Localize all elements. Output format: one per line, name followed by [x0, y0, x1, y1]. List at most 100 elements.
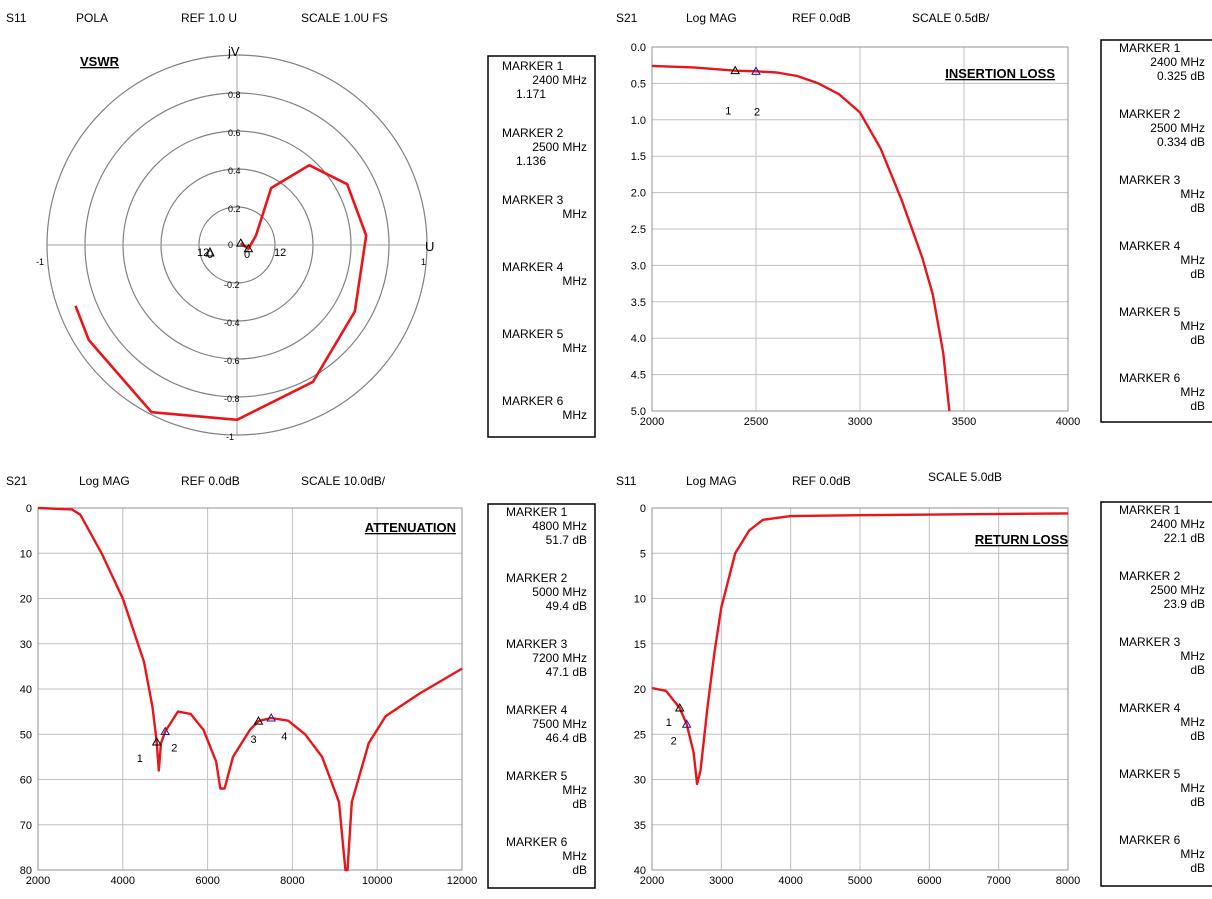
polar-header-ref: REF 1.0 U: [181, 11, 237, 25]
rl-marker-5-value: dB: [1190, 795, 1205, 809]
rl-y-tick-3: 15: [634, 639, 646, 651]
il-marker-1-freq: 2400 MHz: [1150, 55, 1205, 69]
insertion-header: S21 Log MAG REF 0.0dB SCALE 0.5dB/: [616, 11, 990, 25]
att-y-tick-8: 80: [20, 865, 32, 877]
return-header-param: S11: [616, 474, 637, 488]
polar-label-zero-b: 0: [207, 249, 213, 261]
attenuation-chart: 2000 4000 6000 8000 10000 12000 0 10 20 30 40 50 60 7…: [20, 503, 478, 887]
polar-pos-one: 1: [421, 257, 426, 267]
il-x-tick-4: 4000: [1056, 416, 1080, 428]
polar-imag-label: jV: [227, 44, 240, 59]
polar-marker-1-value: 1.171: [516, 87, 546, 101]
il-y-tick-2: 1.0: [631, 115, 646, 127]
att-marker-1-name: MARKER 1: [506, 505, 568, 519]
il-trace: [651, 64, 951, 412]
polar-marker-3-freq: MHz: [562, 207, 587, 221]
il-marker-2: [751, 66, 761, 75]
att-marker-4-value: 46.4 dB: [546, 731, 587, 745]
return-loss-chart: 2000 3000 4000 5000 6000 7000 8000 0 5 10 15 20 25 30…: [634, 503, 1080, 887]
att-marker-6-freq: MHz: [562, 849, 587, 863]
rl-marker-label-2: 2: [671, 735, 677, 747]
ring-label-neg-1: -1: [226, 432, 234, 442]
rl-marker-2-freq: 2500 MHz: [1150, 583, 1205, 597]
insertion-header-format: Log MAG: [686, 11, 737, 25]
att-marker-2: [160, 726, 171, 736]
return-header-format: Log MAG: [686, 474, 737, 488]
rl-marker-box-frame: [1100, 501, 1212, 887]
rl-marker-1-value: 22.1 dB: [1164, 531, 1205, 545]
attenuation-header: S21 Log MAG REF 0.0dB SCALE 10.0dB/: [6, 474, 386, 488]
att-marker-label-3: 3: [250, 734, 256, 746]
polar-marker-box-frame: [487, 55, 596, 438]
rl-marker-1-freq: 2400 MHz: [1150, 517, 1205, 531]
polar-marker-5-name: MARKER 5: [502, 327, 564, 341]
att-y-tick-0: 0: [26, 503, 32, 515]
polar-label-right-12: 12: [274, 247, 286, 259]
il-y-tick-10: 5.0: [631, 406, 646, 418]
rl-x-tick-0: 2000: [640, 875, 664, 887]
polar-marker-1-freq: 2400 MHz: [532, 73, 587, 87]
rl-y-tick-7: 35: [634, 820, 646, 832]
rl-marker-6-value: dB: [1190, 861, 1205, 875]
il-marker-6-value: dB: [1190, 399, 1205, 413]
polar-marker-4-freq: MHz: [562, 274, 587, 288]
att-marker-5-freq: MHz: [562, 783, 587, 797]
ring-label-neg-0.6: -0.6: [224, 356, 240, 366]
att-x-tick-1: 4000: [111, 875, 135, 887]
att-x-tick-4: 10000: [362, 875, 393, 887]
rl-marker-5-freq: MHz: [1180, 781, 1205, 795]
att-marker-2-freq: 5000 MHz: [532, 585, 587, 599]
rl-y-tick-8: 40: [634, 865, 646, 877]
att-title: ATTENUATION: [365, 520, 456, 535]
rl-marker-3-name: MARKER 3: [1119, 635, 1181, 649]
att-marker-4: [266, 712, 277, 722]
att-y-tick-3: 30: [20, 639, 32, 651]
rl-marker-1-name: MARKER 1: [1119, 503, 1181, 517]
rl-title: RETURN LOSS: [975, 532, 1069, 547]
il-marker-1-value: 0.325 dB: [1157, 69, 1205, 83]
insertion-header-scale: SCALE 0.5dB/: [912, 11, 990, 25]
attenuation-header-param: S21: [6, 474, 28, 488]
il-x-tick-0: 2000: [640, 416, 664, 428]
ring-label-0.6: 0.6: [228, 128, 241, 138]
att-plot-frame: [37, 507, 463, 871]
rl-x-tick-4: 6000: [917, 875, 941, 887]
rl-marker-5-name: MARKER 5: [1119, 767, 1181, 781]
il-marker-2-name: MARKER 2: [1119, 107, 1181, 121]
ring-label-neg-0.2: -0.2: [224, 280, 240, 290]
polar-marker-4-name: MARKER 4: [502, 260, 564, 274]
att-marker-2-value: 49.4 dB: [546, 599, 587, 613]
rl-marker-label-1: 1: [666, 717, 672, 729]
return-header: S11 Log MAG REF 0.0dB SCALE 5.0dB: [616, 470, 1002, 488]
il-marker-3-name: MARKER 3: [1119, 173, 1181, 187]
il-y-tick-0: 0.0: [631, 42, 646, 54]
att-x-tick-2: 6000: [195, 875, 219, 887]
rl-marker-6-name: MARKER 6: [1119, 833, 1181, 847]
att-marker-label-1: 1: [137, 753, 143, 765]
rl-trace: [651, 512, 1069, 786]
polar-neg-one: -1: [36, 257, 44, 267]
att-marker-label-4: 4: [281, 731, 287, 743]
rl-y-tick-0: 0: [640, 503, 646, 515]
il-y-tick-4: 2.0: [631, 188, 646, 200]
insertion-header-ref: REF 0.0dB: [792, 11, 851, 25]
att-trace: [37, 506, 463, 872]
attenuation-header-ref: REF 0.0dB: [181, 474, 240, 488]
polar-marker-3-name: MARKER 3: [502, 193, 564, 207]
il-marker-5-freq: MHz: [1180, 319, 1205, 333]
il-marker-5-value: dB: [1190, 333, 1205, 347]
polar-marker-2-freq: 2500 MHz: [532, 140, 587, 154]
att-marker-6-value: dB: [572, 863, 587, 877]
rl-marker-1: [674, 702, 685, 712]
il-marker-5-name: MARKER 5: [1119, 305, 1181, 319]
polar-trace-group: [74, 163, 368, 422]
att-marker-4-freq: 7500 MHz: [532, 717, 587, 731]
att-x-tick-5: 12000: [447, 875, 478, 887]
att-y-tick-2: 20: [20, 594, 32, 606]
att-marker-6-name: MARKER 6: [506, 835, 568, 849]
polar-marker-6-freq: MHz: [562, 408, 587, 422]
il-marker-3-freq: MHz: [1180, 187, 1205, 201]
